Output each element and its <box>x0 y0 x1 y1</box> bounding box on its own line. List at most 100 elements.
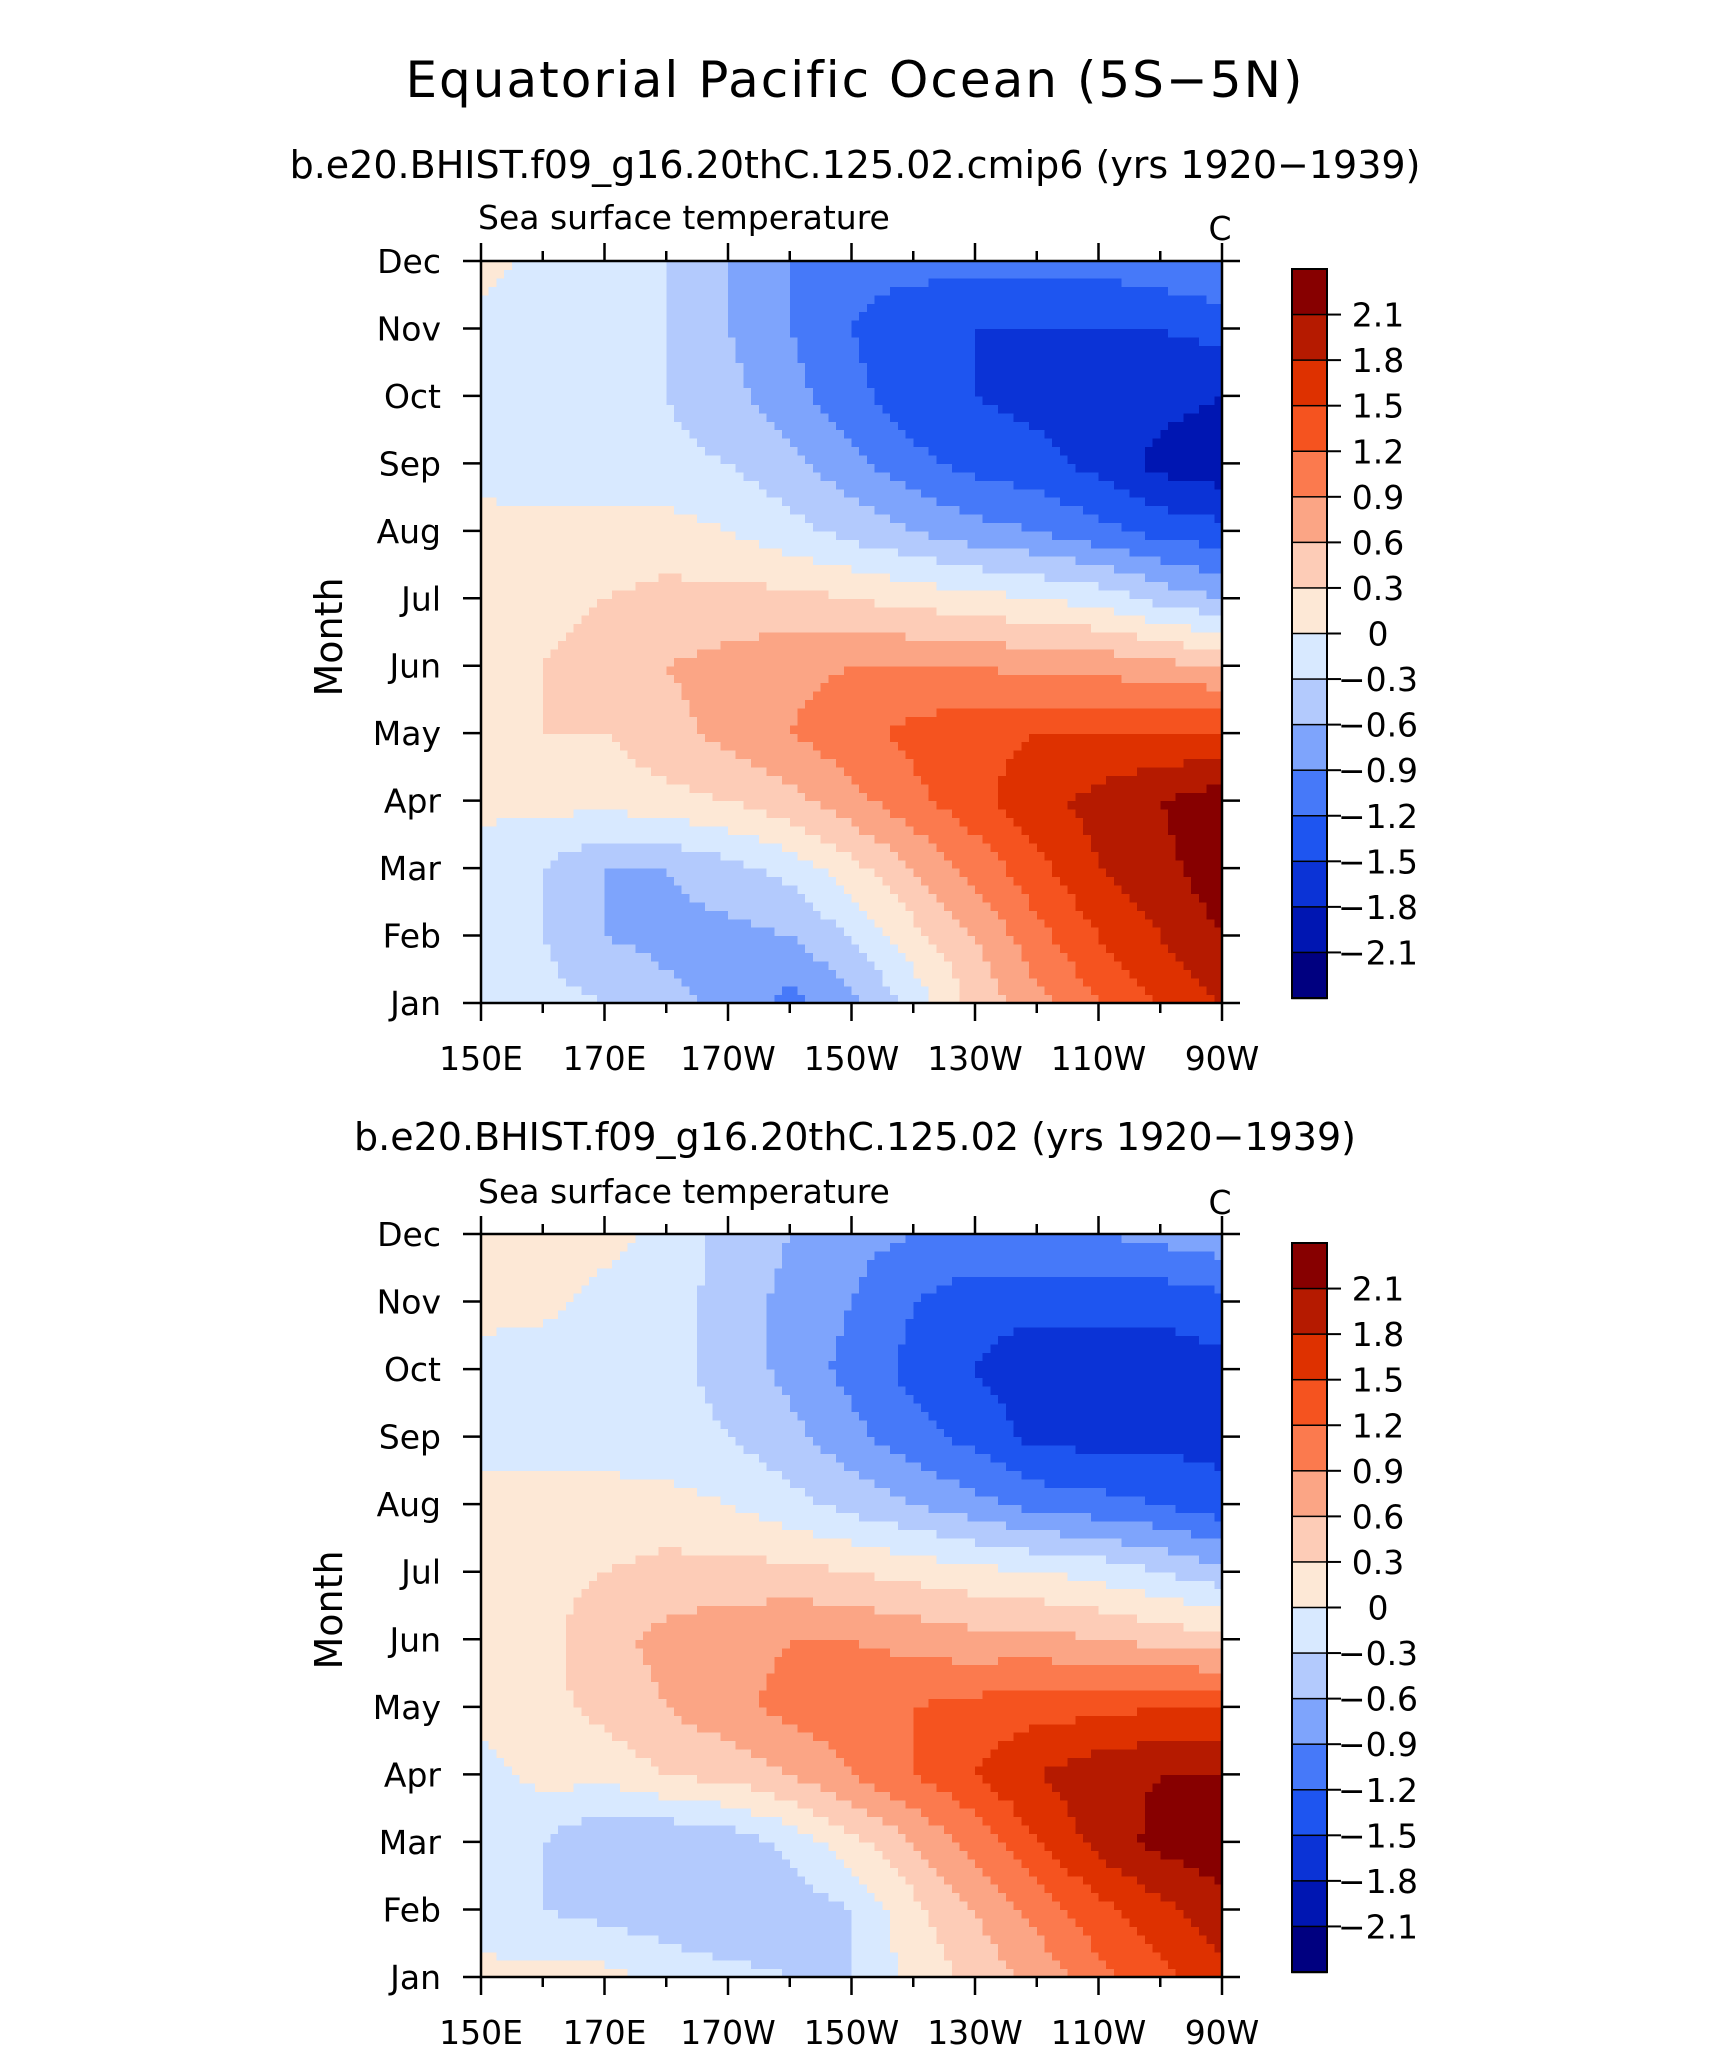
field-cell <box>1029 851 1038 861</box>
field-cell <box>774 952 783 962</box>
field-cell <box>990 986 999 996</box>
field-cell <box>758 691 768 701</box>
field-cell <box>627 960 636 970</box>
field-cell <box>519 623 528 633</box>
field-cell <box>1036 809 1046 819</box>
field-cell <box>866 994 876 1004</box>
field-cell <box>951 674 961 684</box>
field-cell <box>643 825 652 835</box>
field-cell <box>720 716 729 726</box>
field-cell <box>573 842 582 852</box>
field-cell <box>944 952 953 962</box>
field-cell <box>681 572 691 583</box>
field-cell <box>944 640 953 650</box>
field-cell <box>720 960 729 970</box>
field-cell <box>542 901 552 911</box>
field-cell <box>843 564 853 574</box>
field-cell <box>527 901 536 911</box>
field-cell <box>990 977 999 987</box>
field-cell <box>975 716 984 726</box>
field-cell <box>1036 994 1046 1004</box>
field-cell <box>481 859 490 869</box>
field-cell <box>581 615 590 625</box>
field-cell <box>797 977 806 987</box>
field-cell <box>596 758 606 768</box>
field-cell <box>527 589 536 599</box>
field-cell <box>851 766 860 776</box>
field-cell <box>612 986 621 996</box>
field-cell <box>920 994 930 1004</box>
field-cell <box>774 581 783 591</box>
field-cell <box>1036 682 1046 692</box>
field-cell <box>859 851 868 861</box>
field-cell <box>1113 935 1123 945</box>
field-cell <box>1036 632 1046 642</box>
field-cell <box>998 657 1007 667</box>
field-cell <box>1052 800 1061 810</box>
field-cell <box>673 741 683 751</box>
field-cell <box>812 733 822 743</box>
field-cell <box>890 632 899 642</box>
field-cell <box>481 834 490 844</box>
field-cell <box>797 986 806 996</box>
field-cell <box>758 640 768 650</box>
field-cell <box>565 674 575 684</box>
field-cell <box>573 750 582 760</box>
field-cell <box>1137 581 1146 591</box>
field-cell <box>882 884 891 894</box>
field-cell <box>944 707 953 717</box>
field-cell <box>1098 825 1107 835</box>
field-cell <box>1175 792 1185 802</box>
field-cell <box>488 910 498 920</box>
field-cell <box>1098 632 1107 642</box>
field-cell <box>581 733 590 743</box>
field-cell <box>1214 665 1223 675</box>
field-cell <box>1198 758 1208 768</box>
field-cell <box>1090 623 1100 633</box>
field-cell <box>1121 851 1130 861</box>
field-cell <box>897 758 907 768</box>
field-cell <box>1075 842 1084 852</box>
field-cell <box>619 969 629 979</box>
field-cell <box>604 910 613 920</box>
field-cell <box>511 918 521 928</box>
field-cell <box>874 876 883 886</box>
field-cell <box>488 994 498 1004</box>
field-cell <box>1098 918 1107 928</box>
field-cell <box>720 943 729 954</box>
field-cell <box>913 699 922 709</box>
field-cell <box>712 733 721 743</box>
field-cell <box>982 792 992 802</box>
field-cell <box>658 868 667 878</box>
field-cell <box>1144 674 1154 684</box>
field-cell <box>689 733 698 743</box>
field-cell <box>1175 834 1185 844</box>
field-cell <box>589 741 598 751</box>
field-cell <box>982 901 992 911</box>
field-cell <box>1129 691 1138 701</box>
field-cell <box>1059 741 1069 751</box>
field-cell <box>820 750 829 760</box>
field-cell <box>612 657 621 667</box>
field-cell <box>535 977 544 987</box>
field-cell <box>697 775 706 785</box>
field-cell <box>1129 750 1138 760</box>
field-cell <box>627 927 636 937</box>
field-cell <box>1183 792 1192 802</box>
field-cell <box>805 665 814 675</box>
field-cell <box>581 910 590 920</box>
field-cell <box>1098 935 1107 945</box>
field-cell <box>944 741 953 751</box>
field-cell <box>1005 581 1015 591</box>
field-cell <box>627 665 636 675</box>
field-cell <box>596 851 606 861</box>
field-cell <box>998 935 1007 945</box>
field-cell <box>535 910 544 920</box>
field-cell <box>743 581 752 591</box>
field-cell <box>1152 665 1161 675</box>
field-cell <box>589 640 598 650</box>
field-cell <box>859 783 868 793</box>
field-cell <box>1098 657 1107 667</box>
field-cell <box>743 623 752 633</box>
field-cell <box>897 640 907 650</box>
